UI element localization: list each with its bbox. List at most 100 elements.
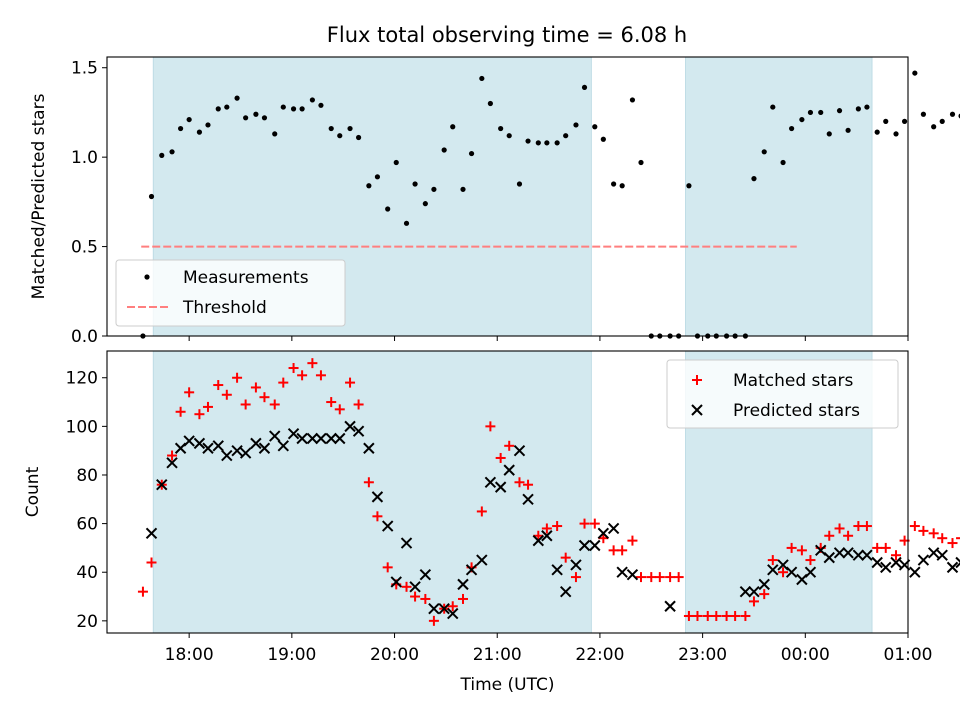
bottom-y-tick-label: 80 bbox=[76, 466, 98, 486]
measurement-point bbox=[807, 109, 814, 116]
measurements-legend-label: Measurements bbox=[183, 268, 309, 288]
matched-star-point bbox=[146, 557, 157, 568]
measurement-point bbox=[347, 125, 353, 132]
predicted-star-point bbox=[390, 576, 402, 588]
measurement-point bbox=[159, 152, 165, 158]
measurement-point bbox=[864, 104, 870, 110]
top-y-axis-label: Matched/Predicted stars bbox=[29, 93, 49, 299]
matched-star-point bbox=[401, 581, 412, 592]
predicted-star-point bbox=[936, 549, 948, 561]
matched-star-point bbox=[824, 530, 835, 541]
x-tick-label: 18:00 bbox=[165, 645, 214, 665]
measurement-point bbox=[205, 122, 211, 128]
matched-star-point bbox=[560, 552, 571, 563]
matched-star-point bbox=[175, 406, 186, 417]
predicted-star-point bbox=[465, 564, 478, 576]
measurement-point bbox=[215, 106, 221, 112]
measurement-point bbox=[479, 75, 485, 82]
matched-star-point bbox=[495, 452, 506, 463]
ratio-panel: 0.0 0.5 1.0 1.5 Matched/Predicted stars Mea… bbox=[29, 56, 960, 347]
predicted-star-point bbox=[363, 442, 375, 454]
matched-star-point bbox=[861, 521, 872, 532]
measurement-point bbox=[619, 183, 625, 189]
measurement-point bbox=[901, 118, 908, 124]
predicted-star-point bbox=[438, 602, 450, 615]
measurement-point bbox=[290, 106, 297, 112]
matched-star-point bbox=[428, 615, 439, 626]
measurement-point bbox=[893, 131, 899, 137]
measurement-point bbox=[845, 127, 851, 133]
predicted-star-point bbox=[513, 444, 526, 457]
measurement-point bbox=[855, 106, 861, 112]
matched-star-point bbox=[702, 610, 713, 621]
predicted-star-point bbox=[231, 444, 243, 457]
matched-star-point bbox=[654, 572, 665, 583]
measurement-point bbox=[309, 97, 315, 103]
measurement-point bbox=[177, 125, 184, 132]
measurement-point bbox=[169, 149, 175, 155]
x-axis-label: Time (UTC) bbox=[460, 675, 555, 695]
predicted-star-point bbox=[541, 530, 553, 542]
predicted-star-point bbox=[767, 564, 779, 576]
measurement-point bbox=[224, 104, 230, 110]
predicted-star-point bbox=[842, 547, 854, 559]
bottom-y-ticks: 20 40 60 80 100 120 bbox=[66, 369, 107, 632]
matched-star-point bbox=[796, 545, 807, 556]
measurement-point bbox=[506, 133, 512, 139]
matched-star-point bbox=[372, 511, 383, 522]
predicted-stars-legend-marker bbox=[691, 404, 703, 416]
measurement-point bbox=[261, 115, 268, 121]
matched-star-point bbox=[382, 562, 393, 573]
matched-star-point bbox=[315, 370, 326, 381]
measurement-point bbox=[629, 97, 636, 103]
measurement-point bbox=[874, 129, 880, 135]
measurement-point bbox=[554, 140, 560, 146]
matched-star-point bbox=[259, 392, 270, 403]
measurement-point bbox=[403, 220, 410, 226]
predicted-star-point bbox=[664, 600, 676, 612]
matched-star-point bbox=[504, 440, 515, 451]
matched-star-point bbox=[240, 399, 251, 410]
matched-star-point bbox=[202, 401, 213, 412]
predicted-star-point bbox=[315, 432, 327, 445]
measurement-point bbox=[686, 183, 692, 189]
bottom-y-tick-label: 20 bbox=[76, 612, 98, 632]
predicted-star-point bbox=[861, 549, 873, 561]
predicted-star-point bbox=[852, 549, 865, 561]
predicted-star-point bbox=[221, 449, 233, 462]
matched-star-point bbox=[918, 525, 929, 536]
top-y-ticks: 0.0 0.5 1.0 1.5 bbox=[71, 59, 107, 347]
measurement-point bbox=[770, 104, 776, 110]
predicted-star-point bbox=[616, 566, 628, 578]
threshold-legend-label: Threshold bbox=[182, 298, 267, 318]
matched-star-point bbox=[307, 358, 318, 369]
predicted-star-point bbox=[626, 568, 639, 581]
measurement-point bbox=[460, 186, 466, 192]
measurement-point bbox=[761, 149, 767, 155]
matched-star-point bbox=[194, 409, 205, 420]
measurement-point bbox=[234, 95, 240, 101]
matched-star-point bbox=[514, 477, 525, 488]
predicted-star-point bbox=[551, 564, 563, 576]
predicted-star-point bbox=[193, 437, 206, 450]
matched-star-point bbox=[410, 591, 421, 602]
matched-star-point bbox=[673, 572, 684, 583]
measurement-point bbox=[393, 159, 399, 166]
x-tick-label: 22:00 bbox=[575, 645, 624, 665]
measurement-point bbox=[148, 193, 155, 200]
matched-star-point bbox=[278, 377, 289, 388]
matched-star-point bbox=[853, 521, 864, 532]
top-y-tick-label: 0.5 bbox=[71, 238, 98, 258]
matched-star-point bbox=[288, 363, 299, 374]
predicted-star-point bbox=[476, 554, 488, 566]
predicted-star-point bbox=[156, 478, 168, 491]
matched-star-point bbox=[589, 518, 600, 529]
measurement-point bbox=[374, 174, 381, 180]
measurement-point bbox=[920, 111, 927, 117]
measurement-point bbox=[468, 150, 475, 157]
matched-star-point bbox=[778, 567, 789, 578]
predicted-star-point bbox=[250, 437, 262, 450]
measurement-point bbox=[780, 159, 786, 166]
matched-star-point bbox=[232, 372, 243, 383]
predicted-star-point bbox=[239, 447, 252, 459]
